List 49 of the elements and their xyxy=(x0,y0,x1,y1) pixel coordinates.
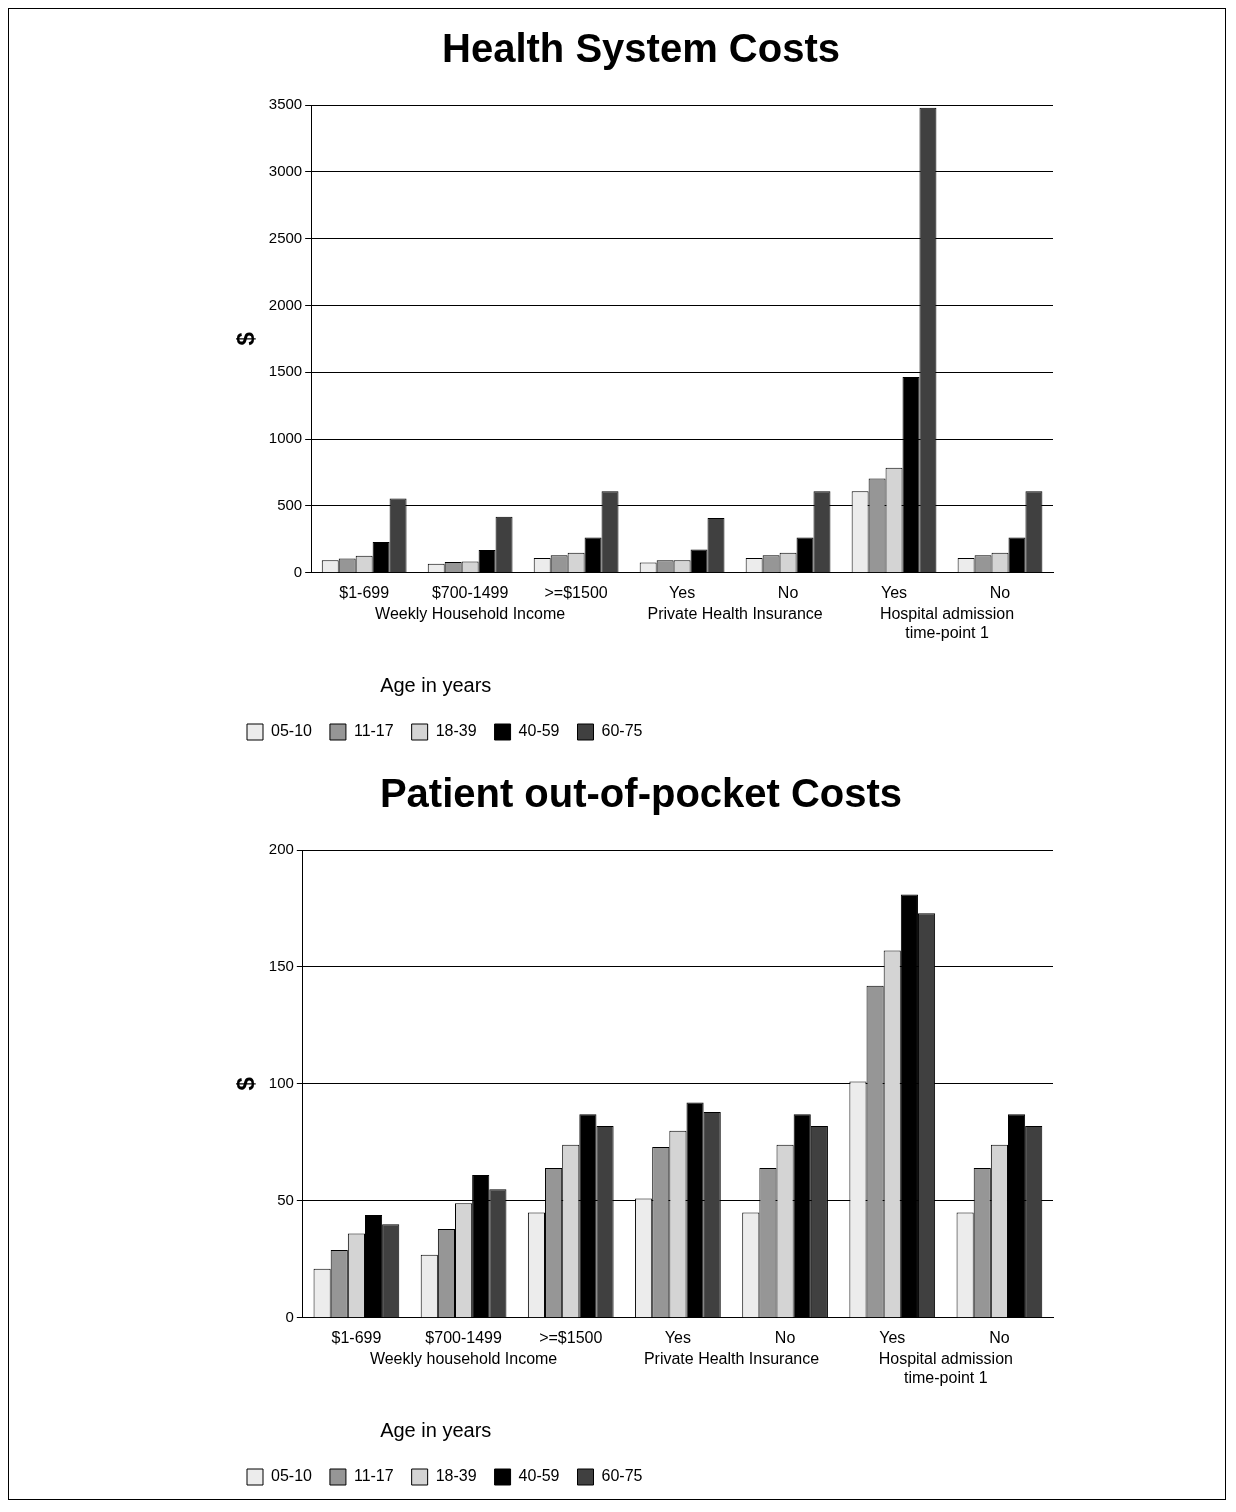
legend-label: 40-59 xyxy=(518,1467,560,1485)
text: Hospital admission time-point 1 xyxy=(878,1350,1013,1387)
x-tick-label: >=$1500 xyxy=(544,583,608,601)
x-tick-label: No xyxy=(989,583,1011,601)
text: Weekly Household Income xyxy=(375,605,566,623)
y-tick-label: 500 xyxy=(277,496,303,514)
x-tick-label: $700-1499 xyxy=(431,583,509,601)
y-tick-label: 0 xyxy=(293,562,303,580)
y-tick-label: 2000 xyxy=(268,295,303,313)
text: Private Health Insurance xyxy=(647,605,823,623)
legend-label: 40-59 xyxy=(518,722,560,740)
y-axis-title: $ xyxy=(232,1076,260,1091)
text: Weekly household Income xyxy=(369,1350,558,1368)
y-tick-label: 200 xyxy=(268,840,294,858)
y-tick-label: 100 xyxy=(268,1074,294,1092)
text: Private Health Insurance xyxy=(643,1350,820,1368)
y-tick-label: 1000 xyxy=(268,429,303,447)
x-tick-label: No xyxy=(774,1328,796,1346)
y-tick-label: 3500 xyxy=(268,95,303,113)
y-tick-label: 1500 xyxy=(268,362,303,380)
y-tick-label: 3000 xyxy=(268,161,303,179)
x-tick-label: Yes xyxy=(880,583,908,601)
legend-label: 11-17 xyxy=(353,722,394,740)
legend-title: Age in years xyxy=(380,1418,492,1441)
legend-label: 05-10 xyxy=(271,1467,313,1485)
x-tick-label: $1-699 xyxy=(339,583,390,601)
x-tick-label: Yes xyxy=(669,583,696,601)
x-tick-label: Yes xyxy=(664,1328,691,1346)
x-tick-label: >=$1500 xyxy=(539,1328,603,1346)
y-axis-title: $ xyxy=(232,331,260,346)
y-tick-label: 50 xyxy=(277,1190,294,1208)
chart-title: Health System Costs xyxy=(442,26,840,71)
y-tick-label: 2500 xyxy=(268,228,303,246)
legend-label: 18-39 xyxy=(435,1467,477,1485)
x-tick-label: $1-699 xyxy=(331,1328,382,1346)
y-tick-label: 0 xyxy=(285,1307,294,1325)
x-tick-label: No xyxy=(777,583,799,601)
chart-title: Patient out-of-pocket Costs xyxy=(379,771,903,816)
x-tick-label: Yes xyxy=(879,1328,906,1346)
legend-label: 18-39 xyxy=(435,722,477,740)
legend-label: 11-17 xyxy=(353,1467,394,1485)
legend-label: 60-75 xyxy=(601,1467,643,1485)
legend-title: Age in years xyxy=(380,673,492,696)
legend-label: 60-75 xyxy=(601,722,643,740)
y-tick-label: 150 xyxy=(268,957,294,975)
x-tick-label: $700-1499 xyxy=(425,1328,502,1346)
x-tick-label: No xyxy=(989,1328,1010,1346)
legend-label: 05-10 xyxy=(271,722,313,740)
text: Hospital admission time-point 1 xyxy=(879,605,1015,642)
